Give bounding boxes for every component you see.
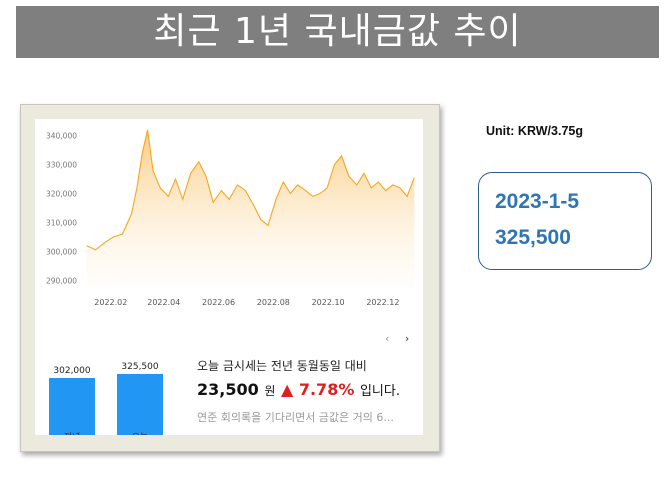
- bar-value-label: 302,000: [53, 366, 91, 377]
- comparison-bar: [117, 373, 163, 435]
- comparison-text: 오늘 금시세는 전년 동월동일 대비 23,500 원 ▲ 7.78% 입니다.…: [197, 357, 421, 425]
- bar-category-label: 전년: [49, 430, 95, 435]
- unit-label: Unit: KRW/3.75g: [486, 124, 583, 138]
- x-tick-label: 2022.06: [202, 298, 235, 307]
- y-tick-label: 310,000: [46, 218, 77, 227]
- x-tick-label: 2022.02: [94, 298, 127, 307]
- y-tick-label: 340,000: [46, 132, 77, 141]
- y-tick-label: 320,000: [46, 190, 77, 199]
- bar-category-label: 오늘: [117, 430, 163, 435]
- x-tick-label: 2022.08: [257, 298, 290, 307]
- gold-price-line-chart: 290,000 300,000 310,000 320,000 330,000 340,0…: [46, 129, 415, 307]
- current-date: 2023-1-5: [495, 190, 580, 213]
- bar-value-label: 325,500: [121, 361, 159, 372]
- y-tick-label: 300,000: [46, 247, 77, 256]
- price-area-fill: [86, 129, 415, 289]
- news-snippet[interactable]: 연준 회의록을 기다리면서 금값은 거의 6...: [197, 411, 394, 424]
- comparison-heading: 오늘 금시세는 전년 동월동일 대비: [197, 359, 367, 373]
- current-price-box: 2023-1-5 325,500: [478, 172, 652, 270]
- diff-unit: 원: [264, 384, 276, 398]
- y-tick-label: 290,000: [46, 276, 77, 285]
- up-arrow-icon: ▲: [280, 380, 294, 399]
- x-tick-label: 2022.12: [366, 298, 399, 307]
- price-series-line: [86, 129, 415, 251]
- page-title: 최근 1년 국내금값 추이: [16, 6, 659, 58]
- comparison-value: 23,500 원 ▲ 7.78% 입니다.: [197, 380, 421, 399]
- comparison-suffix: 입니다.: [359, 384, 400, 399]
- chart-nav: ‹ ›: [385, 332, 421, 345]
- diff-amount: 23,500: [197, 380, 259, 399]
- y-tick-label: 330,000: [46, 161, 77, 170]
- chart-screenshot-frame: 290,000 300,000 310,000 320,000 330,000 340,0…: [20, 104, 440, 452]
- next-arrow-icon[interactable]: ›: [404, 332, 410, 345]
- x-tick-label: 2022.04: [147, 298, 180, 307]
- chart-panel: 290,000 300,000 310,000 320,000 330,000 340,0…: [35, 119, 423, 435]
- x-tick-label: 2022.10: [312, 298, 345, 307]
- comparison-bar-chart: 302,000 전년 325,500 오늘: [35, 359, 175, 435]
- comparison-bar: [49, 378, 95, 435]
- current-price: 325,500: [495, 226, 571, 249]
- diff-percent: 7.78%: [298, 380, 355, 399]
- prev-arrow-icon[interactable]: ‹: [385, 332, 390, 345]
